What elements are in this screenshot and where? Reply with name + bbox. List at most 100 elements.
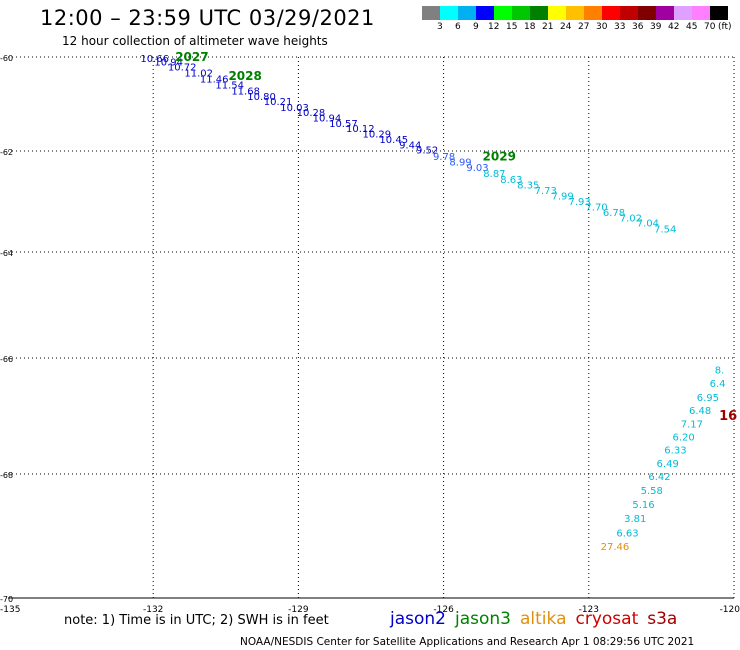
longitude-label: -135 <box>0 605 20 615</box>
color-swatch <box>494 6 512 20</box>
legend-cryosat: cryosat <box>575 609 639 629</box>
color-scale-label: 70 <box>704 22 716 32</box>
latitude-label: -66 <box>0 355 13 364</box>
wave-height-value: 10.94 <box>154 58 183 69</box>
longitude-label: -126 <box>433 605 454 615</box>
wave-height-value: 3.81 <box>624 514 646 525</box>
wave-height-value: 6.63 <box>616 528 638 539</box>
color-swatch <box>620 6 638 20</box>
color-swatch <box>584 6 602 20</box>
color-swatch <box>476 6 494 20</box>
color-scale-label: 24 <box>560 22 572 32</box>
color-scale-label: 27 <box>578 22 590 32</box>
wave-height-value: 10.72 <box>168 62 197 73</box>
color-scale-label: 3 <box>437 22 443 32</box>
wave-height-value: 7.73 <box>535 186 557 197</box>
color-swatch <box>692 6 710 20</box>
wave-height-value: 11.68 <box>231 86 260 97</box>
longitude-label: -123 <box>579 605 599 615</box>
wave-height-value: 10.80 <box>247 92 276 103</box>
wave-height-value: 9.52 <box>416 146 438 157</box>
wave-height-value: 11.54 <box>215 80 244 91</box>
color-swatch <box>530 6 548 20</box>
legend-jason2: jason2 <box>390 609 446 629</box>
latitude-label: -70 <box>0 595 13 604</box>
wave-height-value: 10.28 <box>297 108 326 119</box>
map-subtitle: 12 hour collection of altimeter wave hei… <box>62 34 328 48</box>
wave-height-value: 8.35 <box>517 180 539 191</box>
wave-height-value: 11.02 <box>184 69 213 80</box>
axis-labels: -135 -132 -129 -126 -123 -120 -60 -62 -64 -66 -68 -… <box>0 54 740 615</box>
pass-number-label: 2029 <box>483 150 516 164</box>
wave-height-value: 9.78 <box>433 152 455 163</box>
wave-height-value: 11.46 <box>200 75 229 86</box>
color-scale-label: 39 <box>650 22 662 32</box>
color-scale-label: 6 <box>455 22 461 32</box>
legend-altika: altika <box>520 609 567 629</box>
color-swatch <box>548 6 566 20</box>
wave-height-value: 8.87 <box>483 169 505 180</box>
wave-height-value: 10.45 <box>379 135 408 146</box>
wave-height-value: 9.44 <box>399 140 421 151</box>
color-scale-label: (ft) <box>718 22 732 32</box>
color-swatch <box>602 6 620 20</box>
credit-line: NOAA/NESDIS Center for Satellite Applica… <box>240 636 695 648</box>
legend-s3a: s3a <box>647 609 678 629</box>
legend-jason3: jason3 <box>455 609 511 629</box>
wave-height-value: 16 <box>719 409 737 424</box>
latitude-label: -64 <box>0 249 13 258</box>
color-scale-label: 12 <box>488 22 500 32</box>
color-swatch <box>656 6 674 20</box>
wave-height-value: 10.66 <box>140 54 169 65</box>
wave-height-value: 8.99 <box>449 158 471 169</box>
wave-height-value: 7.70 <box>585 203 607 214</box>
wave-height-value: 5.16 <box>632 500 654 511</box>
color-swatch <box>710 6 728 20</box>
longitude-label: -132 <box>143 605 163 615</box>
wave-height-value: 10.94 <box>313 114 342 125</box>
color-swatch <box>458 6 476 20</box>
wave-height-value: 7.17 <box>681 420 703 431</box>
lat-lon-grid <box>8 56 735 599</box>
wave-height-value: 10.21 <box>264 97 293 108</box>
color-swatch <box>440 6 458 20</box>
color-scale-label: 15 <box>506 22 518 32</box>
wave-height-value: 6.33 <box>664 446 686 457</box>
map-title: 12:00 – 23:59 UTC 03/29/2021 <box>40 6 375 30</box>
longitude-label: -120 <box>720 605 740 615</box>
color-scale-label: 30 <box>596 22 608 32</box>
latitude-label: -60 <box>0 54 13 63</box>
pass-number-label: 2028 <box>228 69 261 83</box>
wave-height-value: 10.29 <box>362 130 391 141</box>
color-scale-label: 18 <box>524 22 536 32</box>
color-scale-label: 45 <box>686 22 698 32</box>
color-swatch <box>638 6 656 20</box>
wave-height-value: 7.04 <box>637 219 659 230</box>
longitude-label: -129 <box>288 605 309 615</box>
wave-height-value: 6.78 <box>603 208 625 219</box>
wave-height-value: 8. <box>715 366 725 377</box>
color-swatch <box>512 6 530 20</box>
latitude-label: -68 <box>0 471 13 480</box>
wave-height-value: 6.95 <box>697 393 719 404</box>
wave-height-value: 6.20 <box>673 432 695 443</box>
color-scale-label: 21 <box>542 22 554 32</box>
wave-height-value: 6.49 <box>657 459 679 470</box>
color-swatch <box>566 6 584 20</box>
color-scale-label: 33 <box>614 22 626 32</box>
wave-height-value: 10.03 <box>280 103 309 114</box>
wave-height-value: 10.12 <box>346 124 375 135</box>
wave-height-value: 9.03 <box>466 163 488 174</box>
pass-number-label: 2027 <box>175 50 208 64</box>
color-scale-label: 42 <box>668 22 680 32</box>
color-scale-bar <box>422 6 728 20</box>
wave-height-value: 6.42 <box>648 472 670 483</box>
color-scale-label: 9 <box>473 22 479 32</box>
satellite-legend: jason2 jason3 altika cryosat s3a <box>390 609 686 629</box>
wave-height-value: 10.57 <box>329 119 358 130</box>
wave-height-value: 5.58 <box>641 486 663 497</box>
units-note: note: 1) Time is in UTC; 2) SWH is in fe… <box>64 613 329 628</box>
wave-height-value: 6.48 <box>689 406 711 417</box>
